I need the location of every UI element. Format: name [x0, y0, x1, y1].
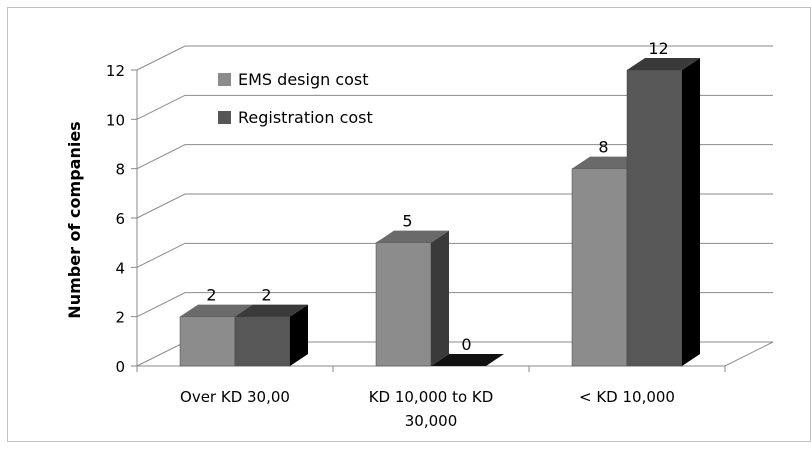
data-label: 12: [648, 39, 668, 58]
y-tick-label: 12: [106, 62, 125, 80]
x-tick-label: KD 10,000 to KD: [369, 388, 494, 406]
gridline: [136, 144, 773, 170]
axes: 0 2 4 6 8 10 12 Over KD 30,00 KD 10,000 to KD 30,…: [106, 62, 726, 430]
bar-top: [431, 354, 504, 366]
data-label: 5: [402, 212, 412, 231]
bar-side: [431, 230, 449, 366]
bar-front: [626, 69, 683, 367]
bar-top: [627, 58, 700, 70]
data-label: 8: [598, 138, 608, 157]
data-label: 2: [261, 286, 271, 305]
legend-swatch: [218, 73, 231, 86]
y-tick-label: 10: [106, 111, 125, 129]
gridline: [136, 94, 773, 120]
y-tick-label: 2: [115, 309, 125, 327]
bar-side: [682, 58, 700, 366]
y-tick-label: 8: [115, 161, 125, 179]
legend-swatch: [218, 111, 231, 124]
bar-top: [235, 304, 308, 317]
bar-top: [180, 304, 253, 317]
bar-front: [375, 242, 432, 367]
y-tick-label: 6: [115, 210, 125, 228]
y-tick-label: 4: [115, 259, 125, 277]
bar-front: [179, 316, 236, 367]
bar-front: [234, 316, 291, 367]
data-label: 2: [206, 286, 216, 305]
legend: EMS design cost Registration cost: [218, 70, 373, 127]
x-tick-label: Over KD 30,00: [180, 388, 290, 406]
bars: [179, 58, 700, 367]
y-tick-label: 0: [115, 358, 125, 376]
y-axis-label: Number of companies: [65, 121, 84, 318]
bar-side: [290, 304, 308, 366]
x-tick-label: 30,000: [405, 412, 458, 430]
legend-label: Registration cost: [238, 108, 373, 127]
gridline: [136, 45, 773, 71]
legend-label: EMS design cost: [238, 70, 369, 89]
bar-front: [571, 168, 628, 367]
bar-top: [376, 230, 449, 243]
x-tick-label: < KD 10,000: [579, 388, 675, 406]
data-label: 0: [461, 335, 471, 354]
data-labels: 2 5 8 2 0 12: [206, 39, 668, 354]
